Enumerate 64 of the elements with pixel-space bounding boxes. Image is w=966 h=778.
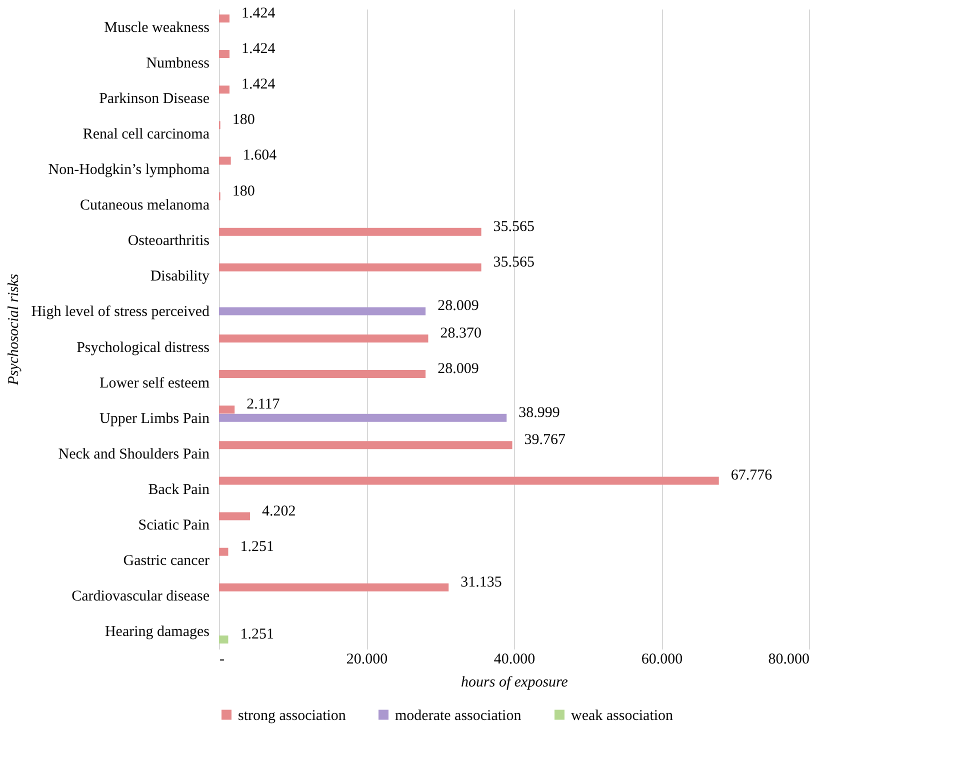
data-label: 1.251 [240,538,274,555]
y-tick-label: Cardiovascular disease [72,588,210,605]
data-label: 28.009 [438,298,479,314]
bar [219,476,719,485]
data-label: 28.370 [440,325,482,342]
x-tick-label: 60.000 [641,652,683,668]
bar [219,441,512,450]
y-tick-label: Numbness [146,55,210,72]
data-label: 35.565 [493,254,535,270]
bar [219,14,230,22]
y-tick-label: Gastric cancer [123,553,210,570]
data-label: 1.424 [242,41,276,58]
data-label: 39.767 [524,432,566,448]
bar [219,370,426,378]
data-label: 4.202 [262,503,296,520]
data-label: 180 [232,183,255,200]
x-tick-label: 80.000 [768,652,810,668]
data-label: 1.424 [242,5,276,22]
bar [219,50,230,58]
bar [219,406,235,414]
bar [219,414,507,422]
bar [219,334,428,342]
y-tick-label: Cutaneous melanoma [80,198,210,214]
data-label: 1.424 [242,76,276,93]
data-label: 31.135 [460,574,502,590]
x-axis-title: hours of exposure [461,674,568,690]
bar [219,228,482,236]
x-tick-label: 40.000 [494,652,536,668]
bar [219,636,228,644]
data-label: 1.251 [240,626,274,643]
bar [219,263,482,272]
y-tick-label: Psychological distress [76,340,210,356]
y-tick-label: Non-Hodgkin’s lymphoma [48,162,210,178]
legend-label: weak association [571,708,674,724]
y-tick-label: Lower self esteem [100,375,210,392]
y-tick-label: Parkinson Disease [99,90,210,107]
y-tick-label: High level of stress perceived [31,304,210,320]
legend-label: strong association [238,708,346,724]
y-tick-label: Back Pain [148,482,210,498]
legend-label: moderate association [395,708,522,724]
data-label: 35.565 [493,218,535,235]
y-tick-label: Upper Limbs Pain [100,410,210,427]
y-tick-label: Sciatic Pain [138,518,210,534]
data-label: 28.009 [438,361,479,378]
x-tick-label: 20.000 [346,652,388,668]
data-label: 67.776 [730,468,773,484]
data-label: 38.999 [518,404,560,421]
bar [219,156,231,165]
y-tick-label: Disability [150,268,210,285]
y-tick-label: Muscle weakness [104,20,210,36]
bar [219,86,230,94]
y-tick-label: Osteoarthritis [128,233,210,250]
bar [219,548,228,556]
data-label: 180 [232,112,255,128]
y-tick-label: Hearing damages [104,624,210,640]
x-tick-label: - [220,652,224,668]
data-label: 1.604 [242,148,278,164]
bar [219,307,426,316]
data-label: 2.117 [246,396,280,413]
bar [219,512,250,520]
y-axis-title: Psychosocial risks [6,274,22,386]
y-tick-label: Renal cell carcinoma [82,126,210,142]
y-tick-label: Neck and Shoulders Pain [58,446,210,462]
bar [219,583,449,592]
